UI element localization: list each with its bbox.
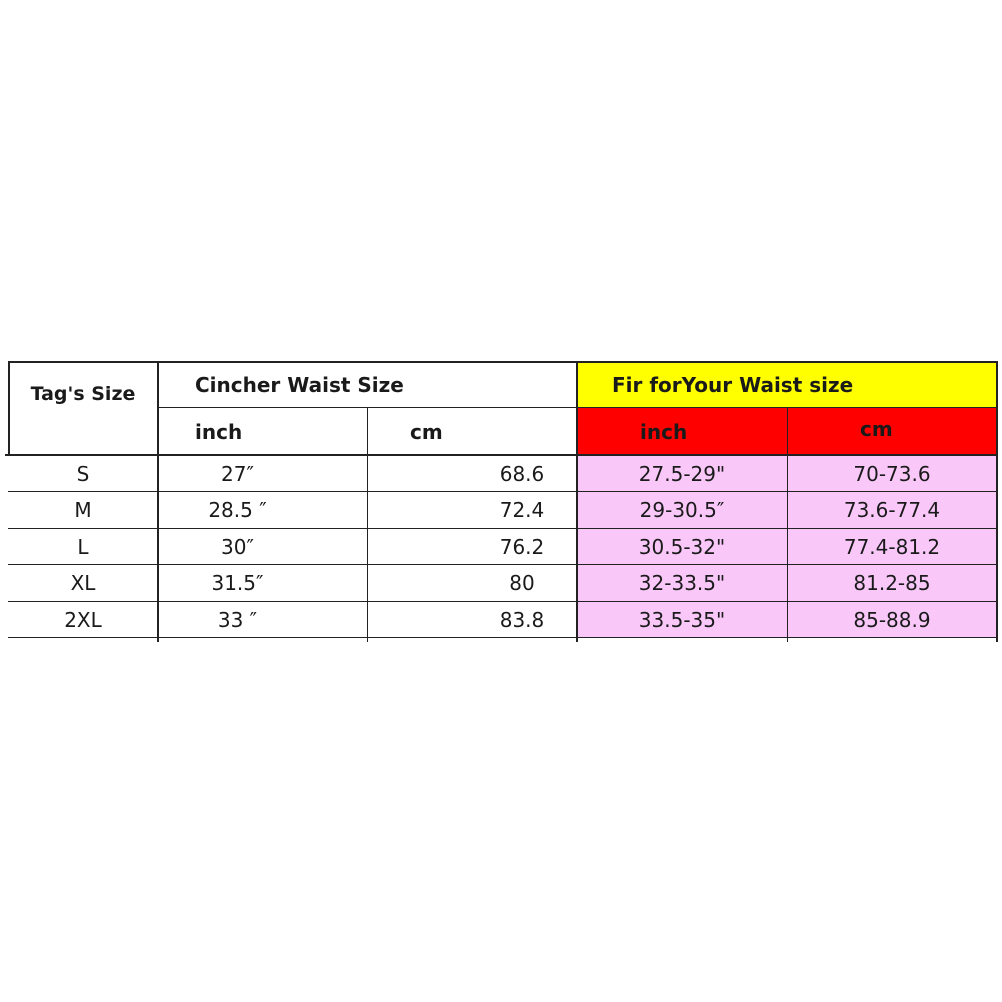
grid-line bbox=[996, 362, 998, 642]
cell-fit-cm: 85-88.9 bbox=[853, 607, 931, 632]
cell-inch: 33 ″ bbox=[217, 607, 258, 632]
cell-fit-cm: 73.6-77.4 bbox=[843, 497, 941, 522]
cell-fit-cm: 77.4-81.2 bbox=[843, 534, 941, 559]
cell-cm: 83.8 bbox=[499, 607, 545, 632]
cell-cm: 76.2 bbox=[499, 534, 545, 559]
cincher-header: Cincher Waist Size bbox=[195, 373, 404, 397]
grid-line bbox=[5, 454, 998, 456]
grid-line bbox=[158, 407, 998, 408]
grid-line bbox=[367, 408, 368, 642]
cell-size: 2XL bbox=[64, 607, 102, 632]
cell-cm: 80 bbox=[509, 570, 535, 595]
grid-line bbox=[157, 362, 159, 642]
fit-header-bg bbox=[577, 362, 997, 408]
grid-line bbox=[8, 528, 998, 529]
fit-header: Fir forYour Waist size bbox=[612, 373, 854, 397]
cell-fit-inch: 33.5-35" bbox=[638, 607, 726, 632]
grid-line bbox=[8, 491, 998, 492]
cell-cm: 72.4 bbox=[499, 497, 545, 522]
grid-line bbox=[8, 362, 10, 455]
cell-fit-inch: 30.5-32" bbox=[638, 534, 726, 559]
tag-size-header: Tag's Size bbox=[30, 383, 136, 405]
grid-line bbox=[8, 361, 998, 363]
grid-line bbox=[8, 637, 998, 638]
cell-fit-inch: 29-30.5″ bbox=[639, 497, 725, 522]
cell-fit-inch: 27.5-29" bbox=[638, 461, 726, 486]
cell-fit-cm: 81.2-85 bbox=[853, 570, 931, 595]
grid-line bbox=[787, 408, 788, 642]
cell-size: XL bbox=[70, 570, 96, 595]
cell-cm: 68.6 bbox=[499, 461, 545, 486]
cell-size: M bbox=[74, 497, 92, 522]
grid-line bbox=[8, 601, 998, 602]
cell-size: S bbox=[76, 461, 90, 486]
cell-inch: 28.5 ″ bbox=[208, 497, 267, 522]
fit-cm-header: cm bbox=[860, 416, 893, 441]
grid-line bbox=[8, 564, 998, 565]
cell-inch: 27″ bbox=[221, 461, 254, 486]
cell-fit-inch: 32-33.5" bbox=[638, 570, 726, 595]
cincher-cm-header: cm bbox=[410, 419, 443, 444]
fit-inch-header: inch bbox=[640, 419, 688, 444]
cell-inch: 31.5″ bbox=[211, 570, 264, 595]
cell-size: L bbox=[77, 534, 89, 559]
cell-fit-cm: 70-73.6 bbox=[853, 461, 931, 486]
grid-line bbox=[576, 362, 578, 642]
cincher-inch-header: inch bbox=[195, 419, 243, 444]
cell-inch: 30″ bbox=[221, 534, 254, 559]
